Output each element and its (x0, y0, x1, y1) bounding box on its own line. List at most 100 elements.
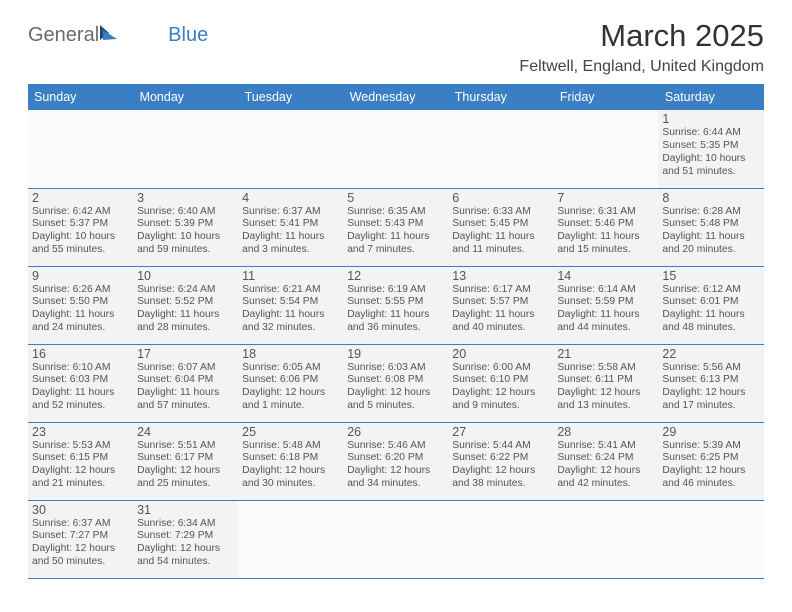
day-header: Saturday (658, 84, 763, 110)
calendar-cell (238, 110, 343, 188)
calendar-row: 16Sunrise: 6:10 AMSunset: 6:03 PMDayligh… (28, 344, 764, 422)
day-info: Sunrise: 6:10 AMSunset: 6:03 PMDaylight:… (32, 362, 129, 413)
day-number: 17 (137, 347, 234, 361)
day-number: 11 (242, 269, 339, 283)
calendar-cell: 21Sunrise: 5:58 AMSunset: 6:11 PMDayligh… (553, 344, 658, 422)
calendar-cell: 16Sunrise: 6:10 AMSunset: 6:03 PMDayligh… (28, 344, 133, 422)
calendar-row: 23Sunrise: 5:53 AMSunset: 6:15 PMDayligh… (28, 422, 764, 500)
day-number: 18 (242, 347, 339, 361)
calendar-cell: 8Sunrise: 6:28 AMSunset: 5:48 PMDaylight… (658, 188, 763, 266)
location-subtitle: Feltwell, England, United Kingdom (519, 58, 764, 76)
calendar-cell: 31Sunrise: 6:34 AMSunset: 7:29 PMDayligh… (133, 500, 238, 578)
day-info: Sunrise: 6:44 AMSunset: 5:35 PMDaylight:… (662, 127, 759, 178)
title-block: March 2025 Feltwell, England, United Kin… (519, 18, 764, 76)
day-number: 23 (32, 425, 129, 439)
calendar-cell: 6Sunrise: 6:33 AMSunset: 5:45 PMDaylight… (448, 188, 553, 266)
calendar-cell: 20Sunrise: 6:00 AMSunset: 6:10 PMDayligh… (448, 344, 553, 422)
day-number: 6 (452, 191, 549, 205)
day-number: 4 (242, 191, 339, 205)
day-number: 28 (557, 425, 654, 439)
calendar-cell (238, 500, 343, 578)
day-header: Monday (133, 84, 238, 110)
day-info: Sunrise: 6:07 AMSunset: 6:04 PMDaylight:… (137, 362, 234, 413)
day-info: Sunrise: 5:56 AMSunset: 6:13 PMDaylight:… (662, 362, 759, 413)
calendar-cell: 3Sunrise: 6:40 AMSunset: 5:39 PMDaylight… (133, 188, 238, 266)
calendar-cell (343, 500, 448, 578)
day-number: 14 (557, 269, 654, 283)
day-number: 2 (32, 191, 129, 205)
day-info: Sunrise: 6:33 AMSunset: 5:45 PMDaylight:… (452, 206, 549, 257)
calendar-cell: 4Sunrise: 6:37 AMSunset: 5:41 PMDaylight… (238, 188, 343, 266)
calendar-cell: 22Sunrise: 5:56 AMSunset: 6:13 PMDayligh… (658, 344, 763, 422)
calendar-table: Sunday Monday Tuesday Wednesday Thursday… (28, 84, 764, 579)
day-info: Sunrise: 6:00 AMSunset: 6:10 PMDaylight:… (452, 362, 549, 413)
day-number: 12 (347, 269, 444, 283)
day-number: 1 (662, 112, 759, 126)
calendar-cell: 7Sunrise: 6:31 AMSunset: 5:46 PMDaylight… (553, 188, 658, 266)
day-number: 22 (662, 347, 759, 361)
day-info: Sunrise: 6:34 AMSunset: 7:29 PMDaylight:… (137, 518, 234, 569)
calendar-cell: 13Sunrise: 6:17 AMSunset: 5:57 PMDayligh… (448, 266, 553, 344)
calendar-row: 9Sunrise: 6:26 AMSunset: 5:50 PMDaylight… (28, 266, 764, 344)
calendar-cell: 27Sunrise: 5:44 AMSunset: 6:22 PMDayligh… (448, 422, 553, 500)
day-info: Sunrise: 5:58 AMSunset: 6:11 PMDaylight:… (557, 362, 654, 413)
day-number: 3 (137, 191, 234, 205)
day-info: Sunrise: 5:53 AMSunset: 6:15 PMDaylight:… (32, 440, 129, 491)
day-number: 9 (32, 269, 129, 283)
day-info: Sunrise: 5:39 AMSunset: 6:25 PMDaylight:… (662, 440, 759, 491)
calendar-cell (553, 500, 658, 578)
logo-flag-icon (100, 24, 122, 47)
day-info: Sunrise: 6:37 AMSunset: 7:27 PMDaylight:… (32, 518, 129, 569)
day-info: Sunrise: 6:19 AMSunset: 5:55 PMDaylight:… (347, 284, 444, 335)
day-number: 5 (347, 191, 444, 205)
calendar-cell: 26Sunrise: 5:46 AMSunset: 6:20 PMDayligh… (343, 422, 448, 500)
logo-text-blue: Blue (168, 24, 208, 47)
day-number: 29 (662, 425, 759, 439)
calendar-cell: 24Sunrise: 5:51 AMSunset: 6:17 PMDayligh… (133, 422, 238, 500)
day-number: 21 (557, 347, 654, 361)
day-info: Sunrise: 5:41 AMSunset: 6:24 PMDaylight:… (557, 440, 654, 491)
calendar-cell: 17Sunrise: 6:07 AMSunset: 6:04 PMDayligh… (133, 344, 238, 422)
day-info: Sunrise: 6:28 AMSunset: 5:48 PMDaylight:… (662, 206, 759, 257)
day-number: 20 (452, 347, 549, 361)
calendar-cell: 10Sunrise: 6:24 AMSunset: 5:52 PMDayligh… (133, 266, 238, 344)
day-info: Sunrise: 6:42 AMSunset: 5:37 PMDaylight:… (32, 206, 129, 257)
calendar-cell (343, 110, 448, 188)
calendar-cell: 19Sunrise: 6:03 AMSunset: 6:08 PMDayligh… (343, 344, 448, 422)
day-number: 26 (347, 425, 444, 439)
calendar-row: 30Sunrise: 6:37 AMSunset: 7:27 PMDayligh… (28, 500, 764, 578)
day-number: 31 (137, 503, 234, 517)
calendar-cell (448, 110, 553, 188)
calendar-cell: 25Sunrise: 5:48 AMSunset: 6:18 PMDayligh… (238, 422, 343, 500)
day-info: Sunrise: 6:40 AMSunset: 5:39 PMDaylight:… (137, 206, 234, 257)
day-info: Sunrise: 6:17 AMSunset: 5:57 PMDaylight:… (452, 284, 549, 335)
day-number: 7 (557, 191, 654, 205)
calendar-cell: 11Sunrise: 6:21 AMSunset: 5:54 PMDayligh… (238, 266, 343, 344)
day-header: Wednesday (343, 84, 448, 110)
page-title: March 2025 (519, 18, 764, 54)
calendar-cell: 18Sunrise: 6:05 AMSunset: 6:06 PMDayligh… (238, 344, 343, 422)
calendar-cell (133, 110, 238, 188)
day-number: 16 (32, 347, 129, 361)
day-header: Tuesday (238, 84, 343, 110)
logo: General Blue (28, 18, 208, 47)
header: General Blue March 2025 Feltwell, Englan… (28, 18, 764, 76)
day-header: Sunday (28, 84, 133, 110)
calendar-cell: 15Sunrise: 6:12 AMSunset: 6:01 PMDayligh… (658, 266, 763, 344)
calendar-cell: 30Sunrise: 6:37 AMSunset: 7:27 PMDayligh… (28, 500, 133, 578)
day-info: Sunrise: 6:05 AMSunset: 6:06 PMDaylight:… (242, 362, 339, 413)
day-info: Sunrise: 6:26 AMSunset: 5:50 PMDaylight:… (32, 284, 129, 335)
calendar-cell: 1Sunrise: 6:44 AMSunset: 5:35 PMDaylight… (658, 110, 763, 188)
day-number: 15 (662, 269, 759, 283)
logo-text-general: General (28, 24, 99, 47)
calendar-cell: 14Sunrise: 6:14 AMSunset: 5:59 PMDayligh… (553, 266, 658, 344)
day-number: 19 (347, 347, 444, 361)
day-info: Sunrise: 5:51 AMSunset: 6:17 PMDaylight:… (137, 440, 234, 491)
day-number: 13 (452, 269, 549, 283)
day-number: 8 (662, 191, 759, 205)
day-number: 27 (452, 425, 549, 439)
calendar-row: 1Sunrise: 6:44 AMSunset: 5:35 PMDaylight… (28, 110, 764, 188)
calendar-row: 2Sunrise: 6:42 AMSunset: 5:37 PMDaylight… (28, 188, 764, 266)
calendar-cell (553, 110, 658, 188)
calendar-cell: 23Sunrise: 5:53 AMSunset: 6:15 PMDayligh… (28, 422, 133, 500)
